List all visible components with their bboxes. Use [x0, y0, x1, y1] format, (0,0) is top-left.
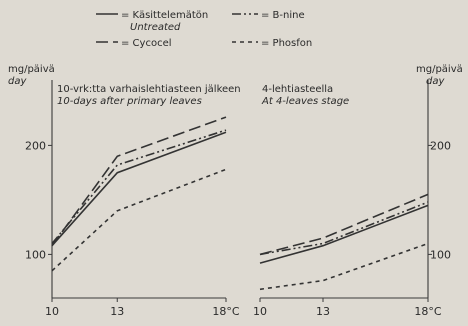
- panel-left: 10-vrk:tta varhaislehtiasteen jälkeen10-…: [25, 80, 241, 318]
- series-line-phosfon-2: [259, 242, 429, 291]
- x-tick-label-2-13: 13: [316, 305, 330, 318]
- legend-item-phosfon: = Phosfon: [232, 38, 312, 49]
- y-tick-label-2-100: 100: [430, 248, 451, 261]
- x-tick-label-1-18: 18°C: [212, 305, 239, 318]
- x-tick-label-1-10: 10: [45, 305, 59, 318]
- legend-label-bnine: = B-nine: [261, 10, 305, 21]
- series-line-untreated-1: [51, 131, 227, 247]
- legend-label-phosfon: = Phosfon: [261, 38, 312, 49]
- series-line-bnine-1: [51, 129, 227, 245]
- left-axis-unit: mg/päivä: [8, 64, 55, 75]
- x-tick-label-2-10: 10: [253, 305, 267, 318]
- series-line-cycocel-2: [259, 193, 429, 256]
- legend-label-cycocel: = Cycocel: [121, 38, 172, 49]
- legend-item-cycocel: = Cycocel: [96, 38, 172, 49]
- x-tick-label-1-13: 13: [110, 305, 124, 318]
- series-line-phosfon-1: [51, 168, 227, 272]
- panel-title-1: 10-vrk:tta varhaislehtiasteen jälkeen: [57, 84, 241, 95]
- panel-title-2: 4-lehtiasteella: [262, 84, 333, 95]
- y-tick-label-1-100: 100: [25, 248, 46, 261]
- legend-label-untreated: = Käsittelemätön: [121, 10, 208, 21]
- right-axis-unit: mg/päivä: [416, 64, 463, 75]
- series-line-bnine-2: [259, 201, 429, 256]
- legend-item-bnine: = B-nine: [232, 10, 305, 21]
- y-tick-label-2-200: 200: [430, 139, 451, 152]
- panel-subtitle-1: 10-days after primary leaves: [57, 96, 202, 107]
- legend-sublabel-untreated: Untreated: [130, 22, 181, 33]
- x-tick-label-2-18: 18°C: [414, 305, 441, 318]
- right-axis-unit-en: day: [426, 76, 445, 87]
- series-line-untreated-2: [259, 204, 429, 264]
- left-axis-unit-en: day: [8, 76, 27, 87]
- panel-subtitle-2: At 4-leaves stage: [261, 96, 349, 107]
- y-tick-label-1-200: 200: [25, 139, 46, 152]
- series-line-cycocel-1: [51, 116, 227, 247]
